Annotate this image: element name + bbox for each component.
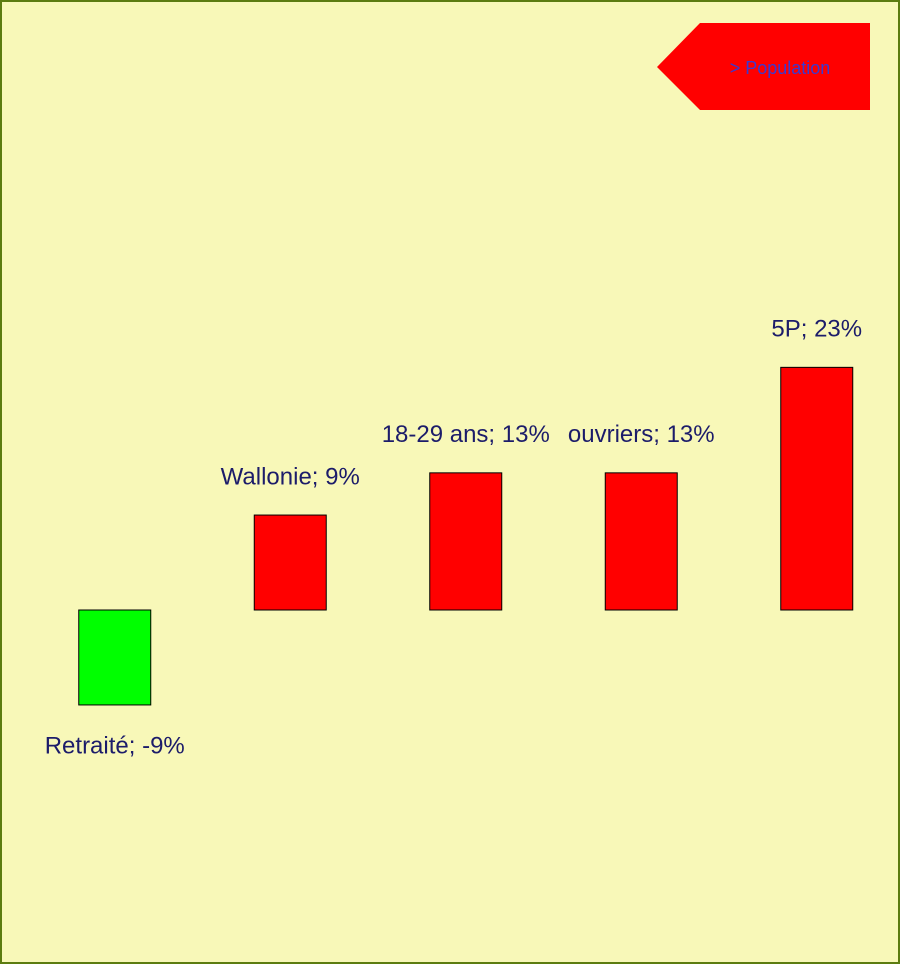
bar [429, 472, 503, 611]
button-label[interactable]: > Population [730, 58, 831, 78]
bar [78, 609, 152, 706]
bar [604, 472, 678, 611]
data-label: Retraité; -9% [45, 732, 185, 759]
data-label: 18-29 ans; 13% [382, 421, 550, 448]
button-shape[interactable] [657, 23, 870, 110]
bar [780, 366, 854, 611]
data-label: 5P; 23% [771, 316, 862, 343]
bar [253, 514, 327, 611]
data-label: Wallonie; 9% [221, 463, 360, 490]
data-label: ouvriers; 13% [568, 421, 715, 448]
population-button[interactable]: > Population [657, 23, 870, 110]
